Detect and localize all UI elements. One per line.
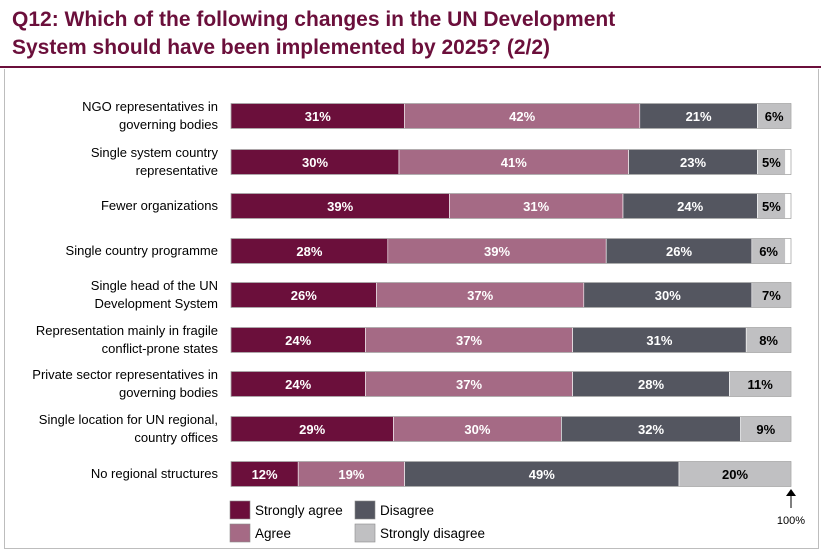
data-label: 24%	[677, 199, 703, 214]
data-label: 32%	[638, 422, 664, 437]
data-label: 5%	[762, 155, 781, 170]
bar-outline	[230, 149, 792, 175]
bar-segment	[757, 149, 786, 175]
bar-segment	[297, 461, 405, 487]
data-label: 29%	[299, 422, 325, 437]
bar-outline	[230, 327, 792, 353]
data-label: 6%	[765, 109, 784, 124]
bar-outline	[230, 193, 792, 219]
chart-title-line-2: System should have been implemented by 2…	[12, 36, 551, 59]
legend-swatch	[354, 523, 376, 543]
data-label: 37%	[467, 288, 493, 303]
bar-outline	[230, 103, 792, 129]
data-label: 11%	[748, 377, 774, 392]
data-label: 20%	[722, 467, 748, 482]
data-label: 23%	[680, 155, 706, 170]
category-label: representative	[136, 163, 218, 178]
data-label: 39%	[327, 199, 353, 214]
bar-outline	[230, 282, 792, 308]
data-label: 37%	[456, 333, 482, 348]
data-label: 26%	[291, 288, 317, 303]
bar-segment	[398, 149, 629, 175]
bar-outline	[230, 416, 792, 442]
chart-title-line-1: Q12: Which of the following changes in t…	[12, 8, 616, 31]
data-label: 8%	[759, 333, 778, 348]
data-label: 6%	[759, 244, 778, 259]
legend-swatch	[229, 500, 251, 520]
data-label: 7%	[762, 288, 781, 303]
data-label: 37%	[456, 377, 482, 392]
bar-segment	[757, 193, 786, 219]
bar-segment	[230, 149, 400, 175]
data-label: 31%	[523, 199, 549, 214]
legend-label: Strongly disagree	[380, 526, 485, 541]
category-label: Private sector representatives in	[32, 367, 218, 382]
data-label: 49%	[529, 467, 555, 482]
bar-segment	[628, 149, 758, 175]
data-label: 42%	[509, 109, 535, 124]
chart-title: Q12: Which of the following changes in t…	[12, 6, 812, 62]
bar-segment	[572, 327, 747, 353]
category-label: governing bodies	[119, 385, 219, 400]
bar-segment	[751, 238, 786, 264]
category-label: NGO representatives in	[82, 99, 218, 114]
chart-frame	[4, 69, 819, 549]
data-label: 41%	[501, 155, 527, 170]
data-label: 39%	[484, 244, 510, 259]
data-label: 30%	[464, 422, 490, 437]
bar-segment	[751, 282, 792, 308]
bar-segment	[230, 371, 366, 397]
data-label: 28%	[638, 377, 664, 392]
category-label: country offices	[134, 430, 218, 445]
category-label: No regional structures	[91, 466, 219, 481]
bar-segment	[230, 103, 405, 129]
legend-label: Agree	[255, 526, 291, 541]
bar-segment	[404, 461, 680, 487]
legend-swatch	[229, 523, 251, 543]
axis-end-arrowhead	[786, 489, 796, 496]
bar-segment	[622, 193, 758, 219]
bar-segment	[387, 238, 607, 264]
category-label: conflict-prone states	[102, 341, 219, 356]
legend-label: Disagree	[380, 503, 434, 518]
bar-outline	[230, 238, 792, 264]
axis-end-label: 100%	[777, 515, 805, 527]
data-label: 9%	[756, 422, 775, 437]
bar-segment	[365, 327, 573, 353]
bar-outline	[230, 371, 792, 397]
data-label: 31%	[305, 109, 331, 124]
legend-label: Strongly agree	[255, 503, 343, 518]
data-label: 30%	[302, 155, 328, 170]
data-label: 30%	[655, 288, 681, 303]
category-label: Representation mainly in fragile	[36, 323, 218, 338]
data-label: 24%	[285, 333, 311, 348]
category-label: Single system country	[91, 145, 219, 160]
data-label: 24%	[285, 377, 311, 392]
category-label: Single location for UN regional,	[39, 412, 218, 427]
title-divider	[0, 66, 821, 68]
category-label: Single country programme	[66, 243, 218, 258]
category-label: Fewer organizations	[101, 198, 219, 213]
legend-swatch	[354, 500, 376, 520]
data-label: 5%	[762, 199, 781, 214]
data-label: 28%	[296, 244, 322, 259]
data-label: 19%	[338, 467, 364, 482]
category-label: Single head of the UN	[91, 278, 218, 293]
bar-segment	[605, 238, 753, 264]
bar-outline	[230, 461, 792, 487]
bar-segment	[230, 327, 366, 353]
data-label: 26%	[666, 244, 692, 259]
data-label: 12%	[252, 467, 278, 482]
data-label: 21%	[686, 109, 712, 124]
category-label: governing bodies	[119, 117, 219, 132]
data-label: 31%	[646, 333, 672, 348]
bar-segment	[365, 371, 573, 397]
category-label: Development System	[94, 296, 218, 311]
